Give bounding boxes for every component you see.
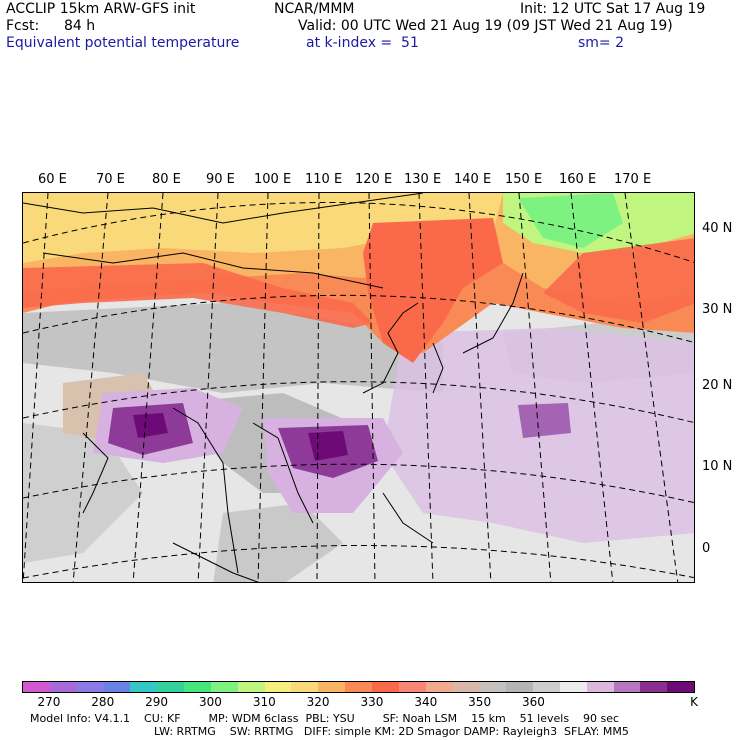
colorbar-tick-label: 290 xyxy=(145,695,169,709)
lat-label: 40 N xyxy=(702,221,733,236)
field-region-330K xyxy=(543,238,694,323)
field-region-355K xyxy=(23,423,143,563)
forecast-label: Fcst: xyxy=(6,18,40,34)
colorbar-tick-label: 300 xyxy=(198,695,222,709)
colorbar-segment xyxy=(184,682,211,692)
colorbar-tick-label: 270 xyxy=(37,695,61,709)
map-panel xyxy=(22,192,695,583)
coastlines xyxy=(23,193,524,582)
field-name: Equivalent potential temperature xyxy=(6,35,240,51)
lon-label: 170 E xyxy=(614,172,652,187)
colorbar-segment xyxy=(157,682,185,692)
colorbar-segment xyxy=(237,682,265,692)
forecast-hours: 84 h xyxy=(64,18,96,34)
lon-label: 130 E xyxy=(404,172,442,187)
colorbar-segment xyxy=(210,682,238,692)
colorbar-segment xyxy=(425,682,453,692)
field-region-355K xyxy=(213,503,343,582)
colorbar-segment xyxy=(49,682,77,692)
colorbar-segment xyxy=(667,682,695,692)
lon-label: 150 E xyxy=(505,172,543,187)
colorbar-segment xyxy=(640,682,668,692)
colorbar-tick-label: 320 xyxy=(306,695,330,709)
equivalent-potential-temperature-map xyxy=(23,193,694,582)
colorbar-segment xyxy=(23,682,50,692)
model-title: ACCLIP 15km ARW-GFS init xyxy=(6,1,196,17)
smoothing-label: sm= 2 xyxy=(578,35,625,51)
lon-label: 140 E xyxy=(454,172,492,187)
colorbar-segment xyxy=(345,682,372,692)
lat-label: 30 N xyxy=(702,302,733,317)
lon-label: 70 E xyxy=(96,172,125,187)
colorbar-segment xyxy=(103,682,131,692)
lon-label: 90 E xyxy=(206,172,235,187)
field-region-315K xyxy=(23,193,503,263)
lon-label: 80 E xyxy=(152,172,181,187)
lon-label: 60 E xyxy=(38,172,67,187)
colorbar xyxy=(22,681,695,693)
colorbar-segment xyxy=(533,682,560,692)
colorbar-tick-label: 310 xyxy=(252,695,276,709)
colorbar-segment xyxy=(452,682,480,692)
colorbar-segment xyxy=(130,682,158,692)
field-region-330K xyxy=(363,218,503,363)
field-region-300K xyxy=(518,193,623,248)
colorbar-tick-label: 280 xyxy=(91,695,115,709)
colorbar-segment xyxy=(479,682,507,692)
colorbar-segment xyxy=(318,682,346,692)
lon-label: 110 E xyxy=(305,172,343,187)
colorbar-tick-label: 350 xyxy=(468,695,492,709)
model-info-line2: LW: RRTMG SW: RRTMG DIFF: simple KM: 2D … xyxy=(154,725,629,738)
lat-label: 20 N xyxy=(702,378,733,393)
lat-label: 0 xyxy=(702,541,711,556)
colorbar-segment xyxy=(398,682,426,692)
field-region-350K xyxy=(23,303,443,393)
colorbar-segment xyxy=(506,682,534,692)
colorbar-segment xyxy=(76,682,104,692)
colorbar-segment xyxy=(559,682,587,692)
field-region-380K xyxy=(133,413,168,438)
organization-label: NCAR/MMM xyxy=(274,1,355,17)
model-info-line1: Model Info: V4.1.1 CU: KF MP: WDM 6class… xyxy=(30,712,620,725)
field-region-330K xyxy=(23,263,373,328)
colorbar-tick-label: 340 xyxy=(414,695,438,709)
graticule xyxy=(23,193,694,582)
colorbar-segment xyxy=(291,682,319,692)
lat-label: 10 N xyxy=(702,459,733,474)
colorbar-segment xyxy=(586,682,614,692)
colorbar-segment xyxy=(613,682,641,692)
lon-label: 120 E xyxy=(355,172,393,187)
colorbar-segment xyxy=(264,682,292,692)
colorbar-unit: K xyxy=(690,695,698,709)
vertical-level: at k-index = 51 xyxy=(306,35,419,51)
valid-time: Valid: 00 UTC Wed 21 Aug 19 (09 JST Wed … xyxy=(298,18,673,34)
colorbar-tick-label: 360 xyxy=(522,695,545,709)
lon-label: 100 E xyxy=(254,172,292,187)
colorbar-tick-label: 330 xyxy=(360,695,384,709)
init-time: Init: 12 UTC Sat 17 Aug 19 xyxy=(520,1,706,17)
lon-label: 160 E xyxy=(559,172,597,187)
colorbar-segment xyxy=(371,682,399,692)
field-region-370K xyxy=(518,403,571,438)
